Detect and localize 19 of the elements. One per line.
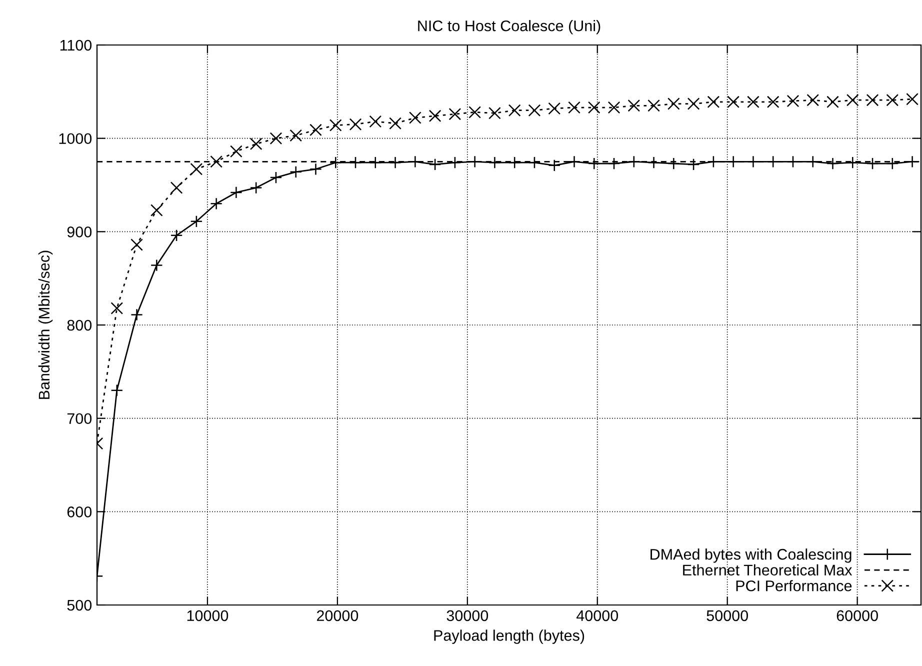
- legend-label: PCI Performance: [736, 580, 852, 592]
- y-tick-label: 700: [67, 413, 92, 424]
- x-tick-label: 30000: [446, 610, 488, 622]
- y-tick-label: 1100: [60, 40, 92, 51]
- x-tick-label: 50000: [706, 610, 748, 622]
- legend-label: Ethernet Theoretical Max: [683, 564, 852, 576]
- x-axis-title: Payload length (bytes): [434, 630, 584, 644]
- x-tick-label: 20000: [316, 610, 358, 622]
- y-tick-label: 800: [67, 320, 92, 331]
- y-tick-label: 1000: [59, 133, 92, 144]
- y-tick-label: 900: [67, 226, 92, 238]
- x-tick-label: 10000: [187, 610, 228, 622]
- y-tick-label: 600: [67, 506, 92, 518]
- x-tick-label: 60000: [836, 610, 878, 622]
- chart-title: NIC to Host Coalesce (Uni): [418, 20, 600, 34]
- x-tick-label: 40000: [576, 610, 618, 622]
- y-axis-title: Bandwidth (Mbits/sec): [38, 250, 53, 399]
- y-tick-label: 500: [67, 600, 92, 611]
- legend-label: DMAed bytes with Coalescing: [650, 548, 852, 563]
